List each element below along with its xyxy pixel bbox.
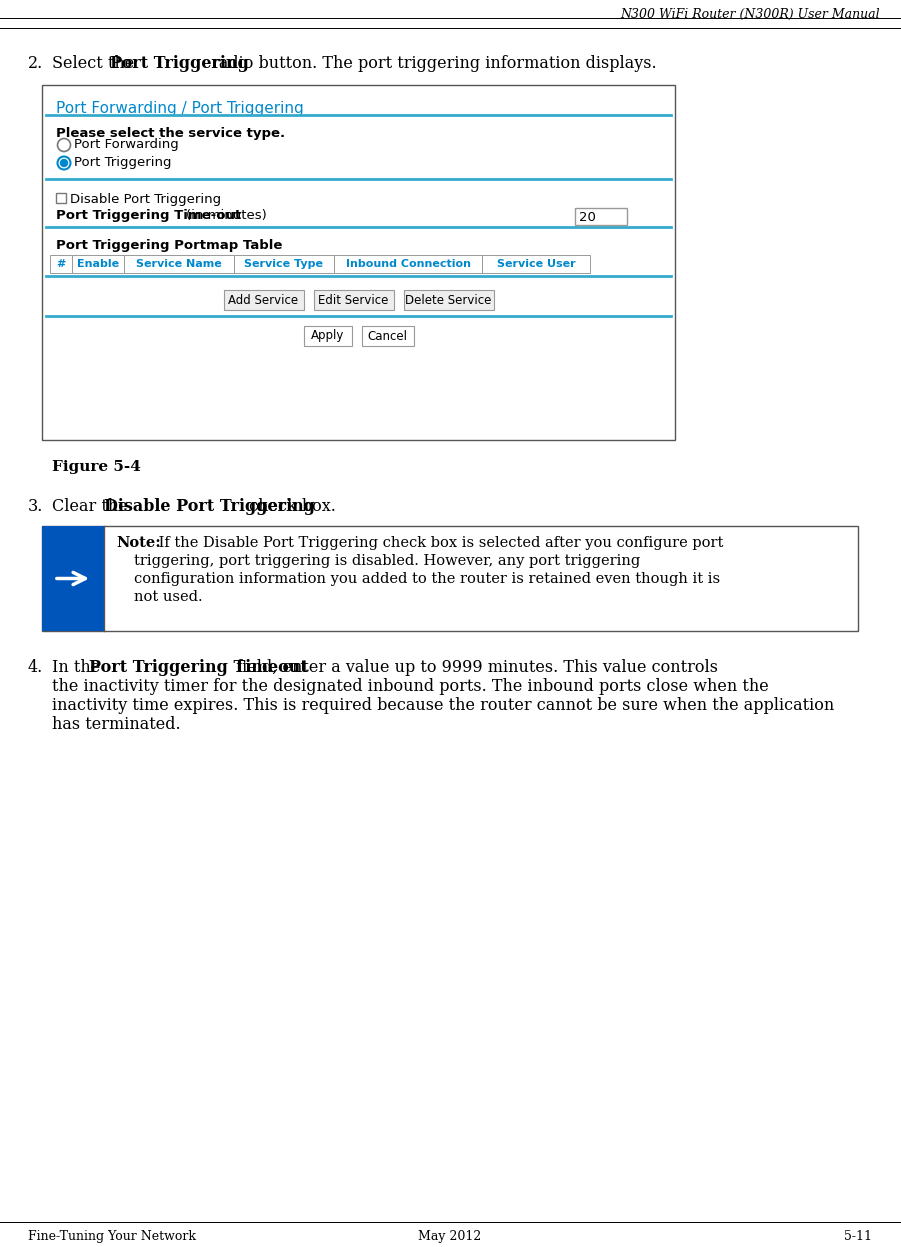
- Text: Port Forwarding: Port Forwarding: [74, 138, 178, 151]
- Text: Port Triggering: Port Triggering: [110, 55, 249, 72]
- Text: In the: In the: [52, 658, 105, 676]
- Text: 20: 20: [579, 211, 596, 224]
- Text: Inbound Connection: Inbound Connection: [345, 259, 470, 269]
- Text: May 2012: May 2012: [418, 1230, 482, 1243]
- Text: Port Triggering Time-out: Port Triggering Time-out: [56, 209, 241, 222]
- Text: Service User: Service User: [496, 259, 576, 269]
- Circle shape: [58, 157, 70, 170]
- Bar: [575, 208, 627, 224]
- Text: Port Triggering Portmap Table: Port Triggering Portmap Table: [56, 239, 282, 252]
- Bar: [72, 254, 124, 273]
- Circle shape: [58, 138, 70, 151]
- Text: #: #: [56, 259, 66, 269]
- Text: configuration information you added to the router is retained even though it is: configuration information you added to t…: [134, 572, 720, 586]
- Text: inactivity time expires. This is required because the router cannot be sure when: inactivity time expires. This is require…: [52, 697, 834, 715]
- Bar: [334, 254, 482, 273]
- Text: (in minutes): (in minutes): [186, 209, 267, 222]
- Text: Edit Service: Edit Service: [318, 293, 388, 307]
- Text: Service Name: Service Name: [136, 259, 222, 269]
- Text: not used.: not used.: [134, 590, 203, 604]
- Bar: [404, 291, 494, 311]
- Text: radio button. The port triggering information displays.: radio button. The port triggering inform…: [206, 55, 657, 72]
- Text: Service Type: Service Type: [244, 259, 323, 269]
- Text: Port Forwarding / Port Triggering: Port Forwarding / Port Triggering: [56, 101, 304, 116]
- Text: Disable Port Triggering: Disable Port Triggering: [104, 498, 315, 515]
- Text: Please select the service type.: Please select the service type.: [56, 127, 285, 140]
- Text: Clear the: Clear the: [52, 498, 132, 515]
- Text: field, enter a value up to 9999 minutes. This value controls: field, enter a value up to 9999 minutes.…: [231, 658, 718, 676]
- Text: 5-11: 5-11: [844, 1230, 872, 1243]
- Text: triggering, port triggering is disabled. However, any port triggering: triggering, port triggering is disabled.…: [134, 554, 641, 567]
- Text: Delete Service: Delete Service: [405, 293, 492, 307]
- Text: the inactivity timer for the designated inbound ports. The inbound ports close w: the inactivity timer for the designated …: [52, 678, 769, 695]
- Text: Select the: Select the: [52, 55, 140, 72]
- Text: Figure 5-4: Figure 5-4: [52, 460, 141, 474]
- Text: 3.: 3.: [28, 498, 43, 515]
- Text: Port Triggering: Port Triggering: [74, 156, 171, 170]
- Text: 2.: 2.: [28, 55, 43, 72]
- Bar: [42, 85, 675, 440]
- Text: N300 WiFi Router (N300R) User Manual: N300 WiFi Router (N300R) User Manual: [621, 7, 880, 21]
- Text: Enable: Enable: [77, 259, 119, 269]
- Bar: [50, 254, 72, 273]
- Text: Apply: Apply: [311, 329, 344, 343]
- Bar: [42, 526, 858, 631]
- Bar: [42, 526, 104, 631]
- Bar: [304, 325, 351, 345]
- Text: If the Disable Port Triggering check box is selected after you configure port: If the Disable Port Triggering check box…: [154, 536, 724, 550]
- Bar: [314, 291, 394, 311]
- Text: 4.: 4.: [28, 658, 43, 676]
- Text: Note:: Note:: [116, 536, 160, 550]
- Bar: [223, 291, 304, 311]
- Text: check box.: check box.: [244, 498, 336, 515]
- Bar: [482, 254, 590, 273]
- Text: Add Service: Add Service: [229, 293, 298, 307]
- Text: Fine-Tuning Your Network: Fine-Tuning Your Network: [28, 1230, 196, 1243]
- Bar: [124, 254, 234, 273]
- Circle shape: [60, 160, 68, 167]
- Text: Disable Port Triggering: Disable Port Triggering: [70, 193, 221, 206]
- Text: Cancel: Cancel: [368, 329, 407, 343]
- Text: has terminated.: has terminated.: [52, 716, 180, 733]
- Bar: [56, 193, 66, 203]
- Text: Port Triggering Timeout: Port Triggering Timeout: [89, 658, 308, 676]
- Bar: [361, 325, 414, 345]
- Bar: [234, 254, 334, 273]
